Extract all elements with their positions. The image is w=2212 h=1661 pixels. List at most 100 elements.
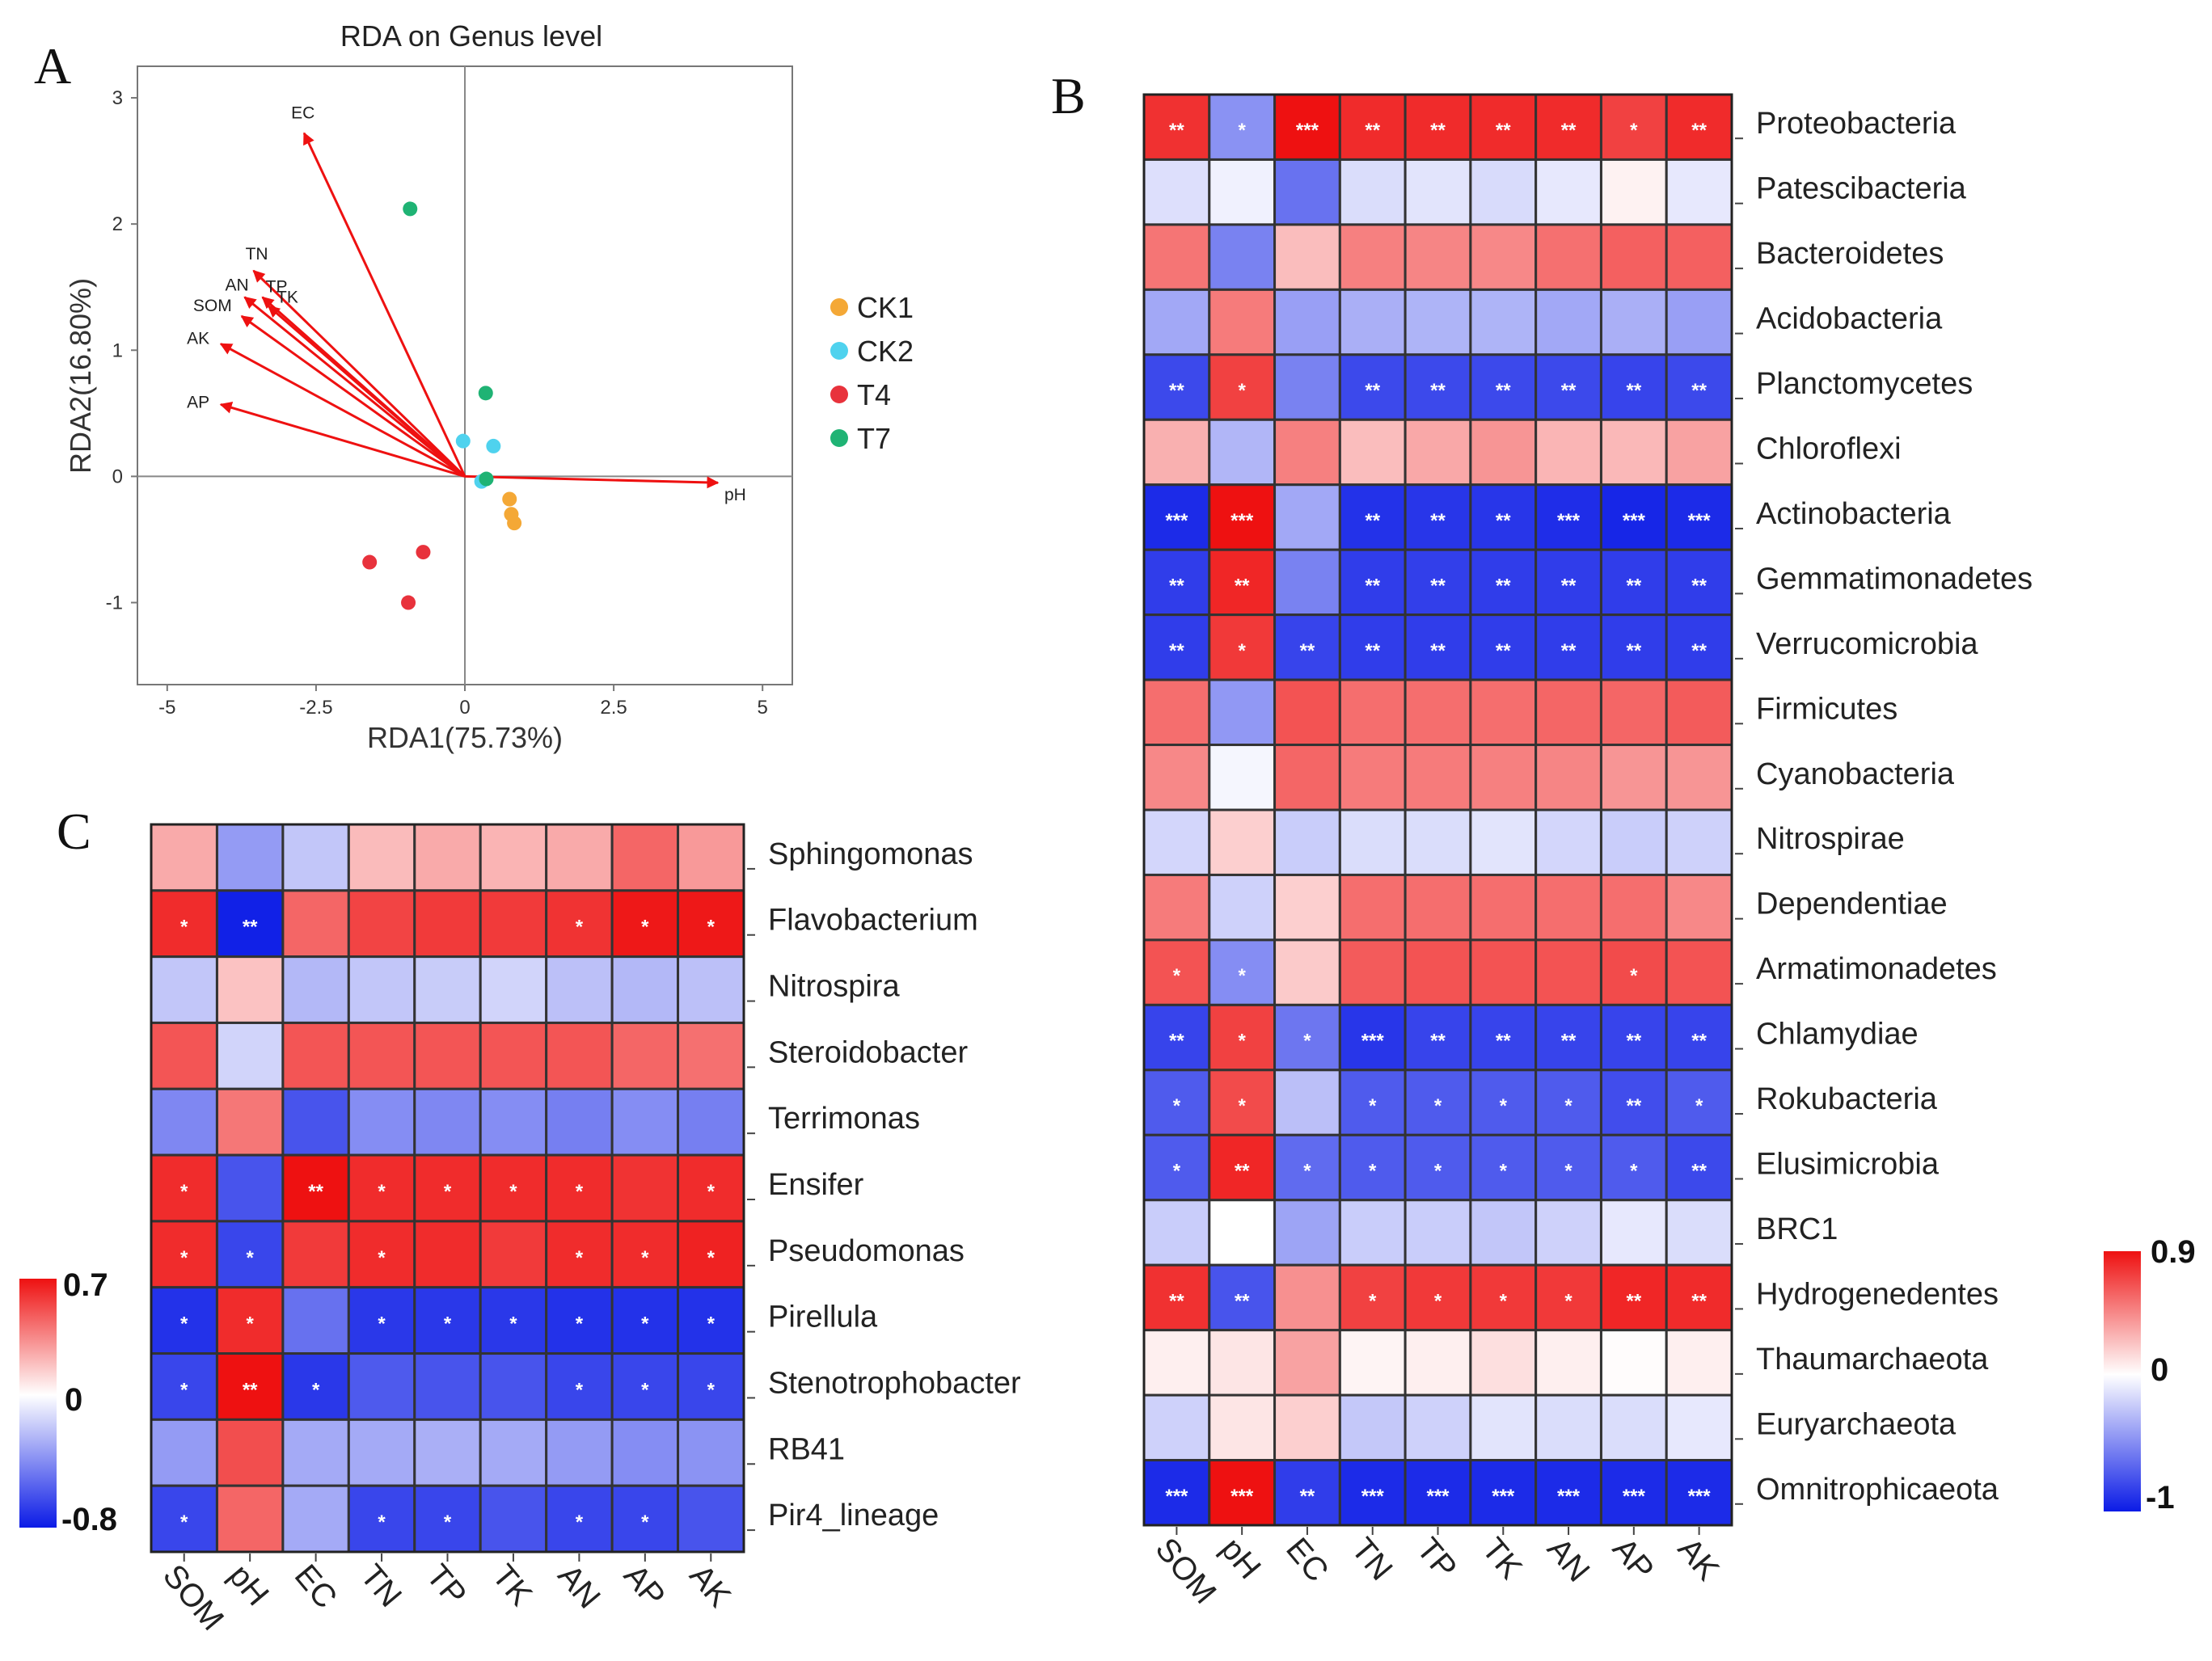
heatmap-b-sig: *** (1492, 1486, 1515, 1507)
heatmap-b-sig: ** (1626, 1095, 1641, 1117)
heatmap-b-sig: *** (1361, 1486, 1385, 1507)
heatmap-b-row-label: Gemmatimonadetes (1756, 562, 2033, 596)
colorbar-c-mid: 0 (65, 1382, 82, 1418)
heatmap-c-col-label: TK (485, 1558, 539, 1613)
heatmap-c-cell (677, 955, 745, 1024)
heatmap-b-sig: * (1173, 1161, 1181, 1183)
heatmap-b-cell (1338, 1199, 1407, 1267)
heatmap-b-cell (1665, 483, 1733, 551)
heatmap-b-sig: * (1564, 1161, 1572, 1183)
heatmap-c-sig: * (378, 1313, 386, 1335)
heatmap-c-col-label: pH (222, 1558, 276, 1613)
heatmap-b-cell (1469, 418, 1538, 487)
heatmap-b-cell (1208, 1199, 1277, 1267)
rda-plot: RDA on Genus level -5 -2.5 0 2.5 5 -1 0 1 2 3 EC T… (64, 19, 914, 754)
rda-x-tick-label: -5 (158, 697, 175, 719)
heatmap-b-cell (1665, 744, 1733, 812)
heatmap-b-sig: ** (1561, 575, 1577, 597)
heatmap-b-sig: * (1238, 1095, 1246, 1117)
heatmap-c-sig: * (707, 917, 716, 938)
heatmap-c-sig: * (444, 1181, 452, 1203)
heatmap-c-cell (413, 1418, 482, 1487)
heatmap-c-cell (413, 955, 482, 1024)
heatmap-b-cell (1534, 1329, 1602, 1397)
heatmap-c-cell (545, 1021, 614, 1090)
heatmap-c-row-labels: Sphingomonas Flavobacterium Nitrospira Ster… (747, 837, 1021, 1532)
heatmap-b-sig: ** (1430, 380, 1446, 402)
rda-vector-label-ph: pH (724, 486, 746, 504)
heatmap-c-sig: * (509, 1181, 517, 1203)
heatmap-b-cell (1338, 223, 1407, 291)
heatmap-b-cell (1534, 1199, 1602, 1267)
heatmap-b-cell (1142, 288, 1211, 356)
heatmap-c-col-label: TN (353, 1558, 408, 1614)
rda-vector-label-tk: TK (276, 289, 298, 307)
heatmap-c-cell (610, 823, 680, 892)
heatmap-b-cell (1599, 873, 1668, 942)
heatmap-c-cell (413, 1220, 482, 1289)
heatmap-b-sig: *** (1623, 1486, 1646, 1507)
heatmap-b-sig: * (1303, 1031, 1311, 1052)
heatmap-c-sig: * (707, 1313, 716, 1335)
heatmap-c-sig: * (444, 1511, 452, 1533)
heatmap-b-row-label: Planctomycetes (1756, 367, 1973, 401)
heatmap-c-sig: * (641, 1313, 649, 1335)
legend-marker-ck2 (830, 342, 848, 360)
colorbar-c-max: 0.7 (63, 1267, 108, 1303)
heatmap-b-sig: *** (1361, 1031, 1385, 1052)
heatmap-c-cell (413, 1021, 482, 1090)
rda-point-t7 (403, 201, 418, 217)
heatmap-b-cell (1665, 873, 1733, 942)
heatmap-b-cell (1534, 158, 1602, 226)
rda-legend: CK1 CK2 T4 T7 (830, 291, 914, 455)
heatmap-c-col-label: TP (420, 1558, 474, 1613)
heatmap-b-cell (1665, 158, 1733, 226)
heatmap-c-col-label: AK (682, 1558, 737, 1614)
heatmap-b-sig: ** (1561, 380, 1577, 402)
heatmap-b-sig: ** (1691, 1290, 1707, 1312)
heatmap-c-sig: * (312, 1379, 320, 1401)
rda-vector-tn (252, 269, 466, 478)
heatmap-b-sig: * (1630, 120, 1638, 141)
legend-label-ck1: CK1 (857, 291, 914, 324)
heatmap-b-cell (1338, 938, 1407, 1006)
heatmap-c-cell (281, 1087, 350, 1157)
heatmap-b-cell (1599, 1199, 1668, 1267)
heatmap-b-cell (1338, 873, 1407, 942)
heatmap-b-sig: ** (1691, 120, 1707, 141)
heatmap-b-sig: * (1238, 1031, 1246, 1052)
heatmap-c-cell (413, 823, 482, 892)
heatmap-c-cell (215, 955, 285, 1024)
heatmap-b-row-label: Verrucomicrobia (1756, 627, 1978, 661)
heatmap-b-cell (1599, 1393, 1668, 1462)
heatmap-b-sig: ** (1235, 575, 1250, 597)
heatmap-c-cell (347, 1021, 416, 1090)
rda-vector-ph (464, 474, 720, 489)
heatmap-b-cell (1599, 613, 1668, 681)
heatmap-b-sig: *** (1623, 510, 1646, 532)
heatmap-b-row-label: Chloroflexi (1756, 432, 1902, 466)
heatmap-b-cell (1404, 873, 1472, 942)
heatmap-b-sig: *** (1557, 510, 1581, 532)
heatmap-b-cell (1338, 158, 1407, 226)
heatmap-b-sig: ** (1169, 380, 1184, 402)
heatmap-b-sig: ** (1169, 1290, 1184, 1312)
heatmap-c-cell (610, 889, 680, 959)
heatmap-b-cell (1208, 744, 1277, 812)
heatmap-c-sig: * (180, 1247, 188, 1269)
heatmap-b-cell (1273, 1069, 1341, 1136)
heatmap-b-sig: * (1238, 380, 1246, 402)
heatmap-c-sig: * (576, 917, 584, 938)
heatmap-b-col-label: TK (1475, 1532, 1529, 1587)
heatmap-b-cell (1404, 1133, 1472, 1202)
heatmap-b-cell (1665, 1393, 1733, 1462)
heatmap-b-cell (1534, 938, 1602, 1006)
heatmap-c-row-label: Pseudomonas (768, 1234, 965, 1268)
heatmap-b-cell (1599, 938, 1668, 1006)
heatmap-b-cell (1534, 288, 1602, 356)
rda-vector-label-ak: AK (187, 329, 209, 348)
heatmap-b-sig: * (1434, 1095, 1442, 1117)
heatmap-b-sig: ** (1430, 640, 1446, 662)
heatmap-c-cell (215, 1021, 285, 1090)
